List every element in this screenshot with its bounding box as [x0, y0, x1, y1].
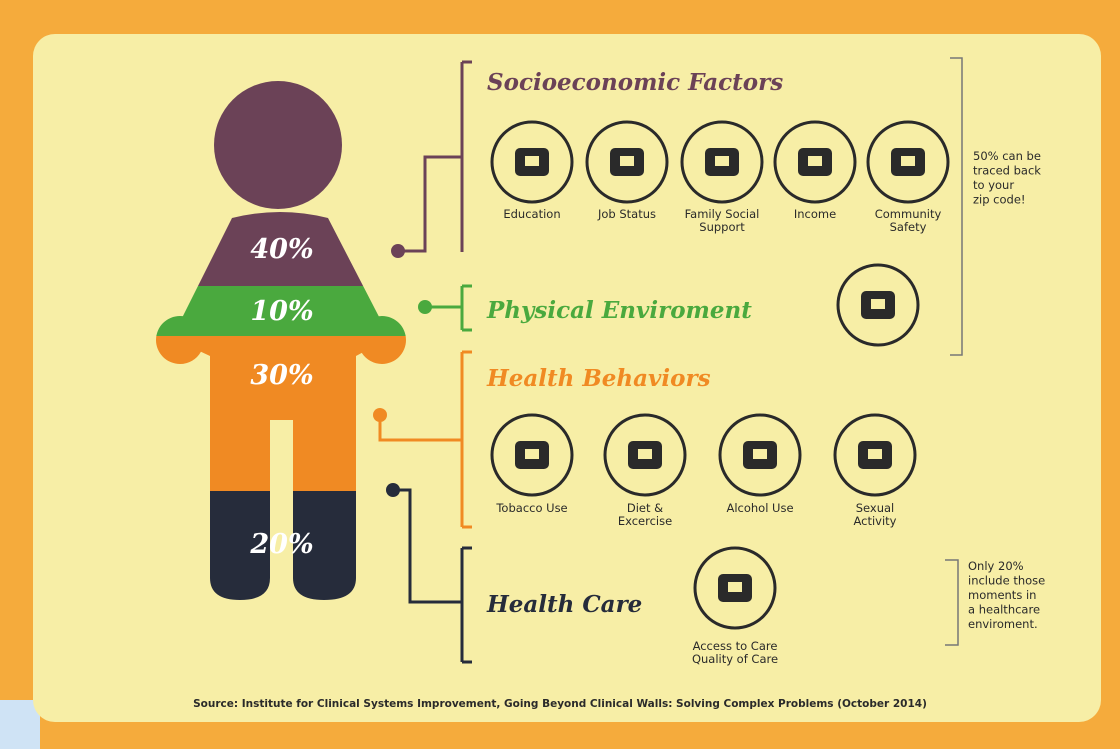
section-title: Health Care [486, 591, 642, 618]
icon [836, 263, 920, 347]
item-label: Sexual [856, 501, 895, 515]
item-label: Activity [853, 514, 896, 528]
percent-label: 10% [250, 296, 313, 327]
icon-ring [490, 413, 574, 497]
item-label: Safety [890, 220, 927, 234]
icon-ring [490, 120, 574, 204]
item-label: Education [503, 207, 560, 221]
source: Source: Institute for Clinical Systems I… [193, 698, 927, 710]
icon-ring [836, 263, 920, 347]
icon-detail [753, 449, 767, 459]
item-label: Excercise [618, 514, 672, 528]
icon-detail [620, 156, 634, 166]
icon-ring [718, 413, 802, 497]
connectors [378, 57, 963, 664]
item-label: Job Status [597, 207, 656, 221]
icon-detail [525, 156, 539, 166]
icon-detail [871, 299, 885, 309]
icon [833, 413, 917, 497]
icon-detail [728, 582, 742, 592]
icon-ring [833, 413, 917, 497]
icon-detail [715, 156, 729, 166]
icon-ring [603, 413, 687, 497]
icon [585, 120, 669, 204]
icon [718, 413, 802, 497]
percent-label: 20% [249, 529, 313, 560]
dot [391, 244, 405, 258]
item-label: Diet & [627, 501, 663, 515]
icon [693, 546, 777, 630]
note: enviroment. [968, 617, 1038, 631]
item-label: Access to Care [693, 639, 778, 653]
icon-detail [525, 449, 539, 459]
dot [386, 483, 400, 497]
note: moments in [968, 588, 1036, 602]
item-label: Support [699, 220, 745, 234]
note: Only 20% [968, 559, 1024, 573]
head [214, 81, 342, 209]
dot [418, 300, 432, 314]
item-label: Tobacco Use [495, 501, 567, 515]
note: a healthcare [968, 603, 1040, 617]
icon [490, 413, 574, 497]
icon-detail [638, 449, 652, 459]
icon-detail [868, 449, 882, 459]
section-title: Socioeconomic Factors [487, 69, 783, 96]
icon [490, 120, 574, 204]
dot [373, 408, 387, 422]
percent-label: 30% [250, 360, 313, 391]
item-label: Income [794, 207, 836, 221]
icon-ring [693, 546, 777, 630]
item-label: Alcohol Use [726, 501, 793, 515]
item-label: Quality of Care [692, 652, 778, 666]
note: include those [968, 574, 1045, 588]
item-label: Family Social [685, 207, 760, 221]
leg-gap [270, 420, 293, 500]
icon [680, 120, 764, 204]
note: 50% can be [973, 149, 1041, 163]
section-title: Physical Enviroment [486, 297, 752, 324]
corner [0, 700, 40, 749]
note: traced back [973, 164, 1041, 178]
icon [603, 413, 687, 497]
note: zip code! [973, 193, 1026, 207]
item-label: Community [875, 207, 942, 221]
percent-label: 40% [250, 234, 313, 265]
icon [866, 120, 950, 204]
icon [773, 120, 857, 204]
section-title: Health Behaviors [486, 365, 711, 392]
icon-ring [585, 120, 669, 204]
icon-detail [901, 156, 915, 166]
icon-detail [808, 156, 822, 166]
icon-ring [866, 120, 950, 204]
icon-ring [680, 120, 764, 204]
icon-ring [773, 120, 857, 204]
note: to your [973, 178, 1014, 192]
